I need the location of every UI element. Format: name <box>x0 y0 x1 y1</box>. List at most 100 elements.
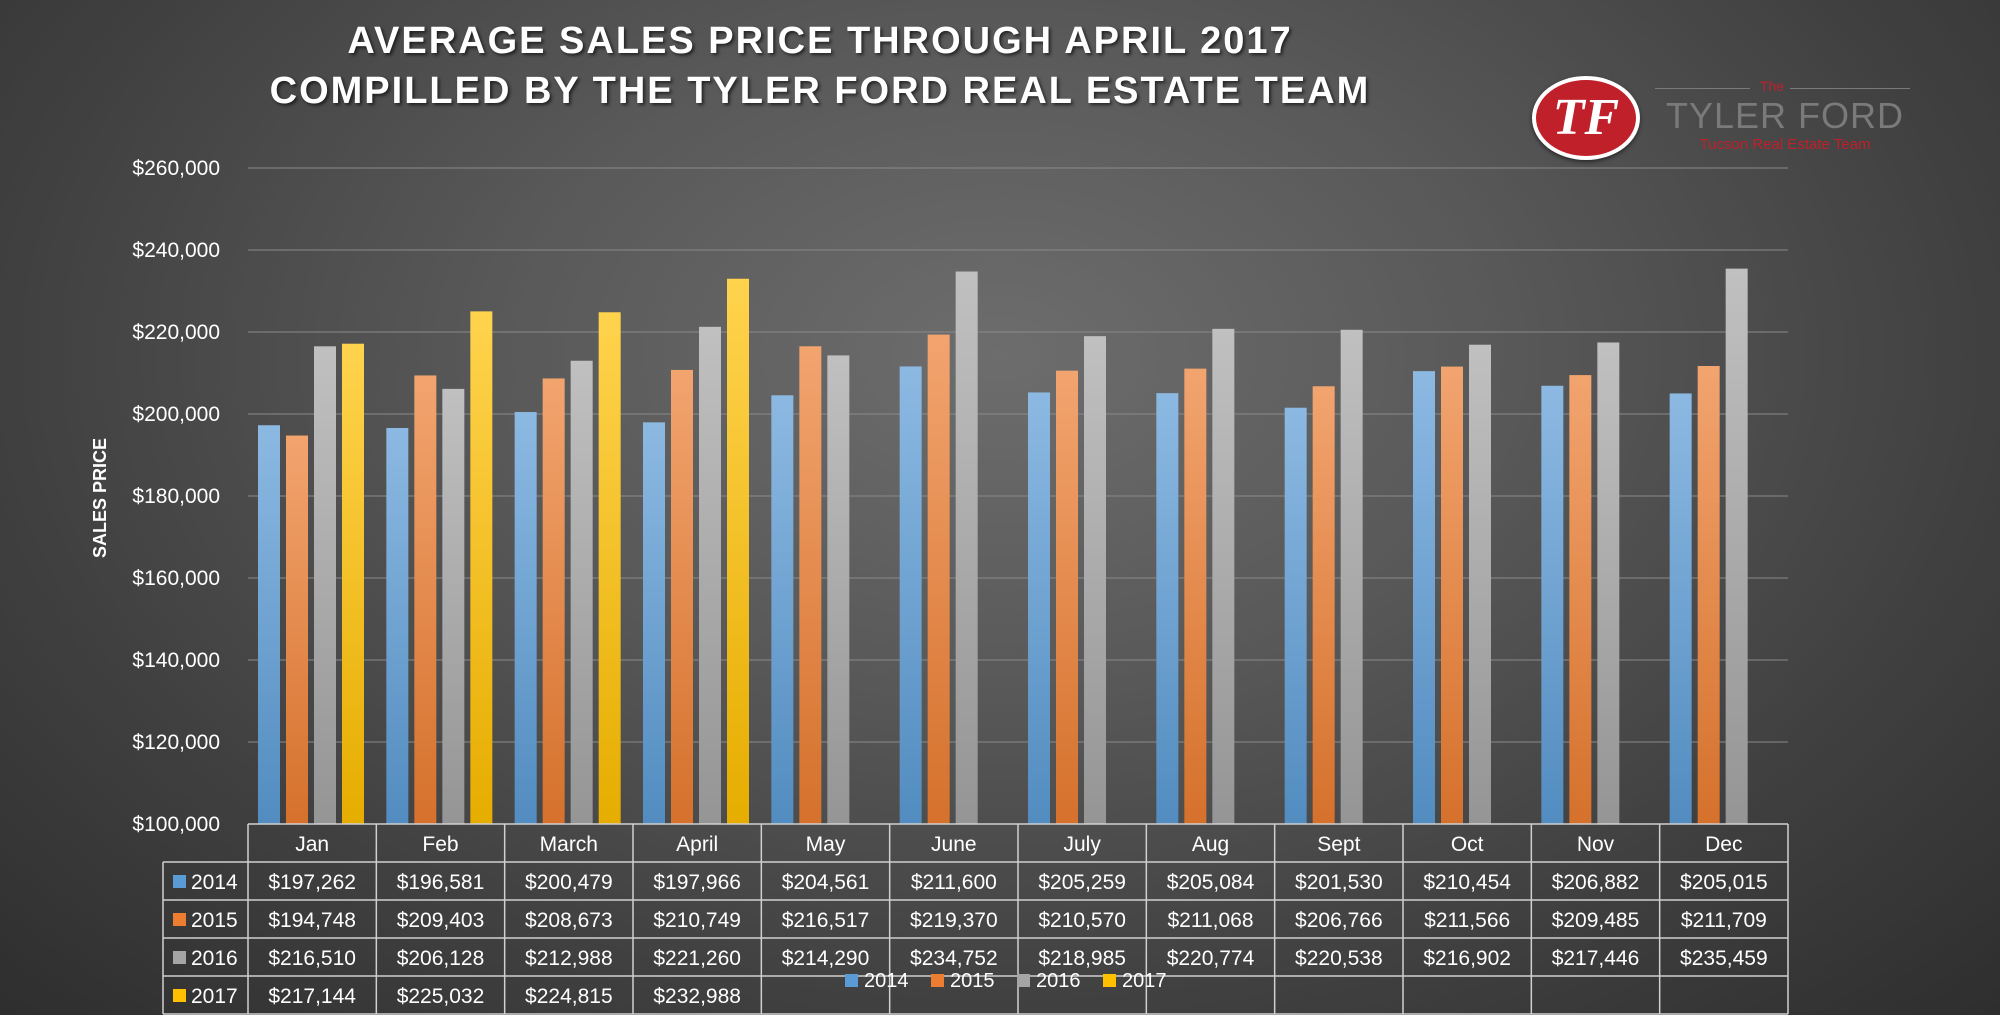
x-tick-label: Oct <box>1451 833 1484 856</box>
x-tick-label: Dec <box>1705 833 1742 856</box>
logo-mark: TF <box>1532 76 1640 160</box>
bar-2014 <box>1284 407 1307 824</box>
legend-label: 2014 <box>864 970 909 992</box>
table-cell-value: $206,128 <box>397 947 485 970</box>
bar-2014 <box>771 395 794 824</box>
bar-2017 <box>470 311 493 825</box>
table-legend-key <box>173 951 186 964</box>
bar-2014 <box>1413 371 1435 824</box>
x-tick-label: April <box>676 833 718 856</box>
y-tick-label: $220,000 <box>132 321 220 344</box>
bar-2016 <box>1212 328 1235 824</box>
bar-2016 <box>570 360 593 824</box>
bar-2015 <box>1441 366 1463 824</box>
table-legend-key <box>173 989 186 1002</box>
table-cell-value: $196,581 <box>397 871 485 894</box>
logo-rule-right <box>1790 88 1910 89</box>
table-cell-value: $197,262 <box>268 871 356 894</box>
table-legend-key <box>173 875 186 888</box>
bar-2016 <box>442 388 465 824</box>
table-cell-value: $212,988 <box>525 947 613 970</box>
table-cell-value: $205,084 <box>1167 871 1255 894</box>
y-tick-label: $100,000 <box>132 813 220 836</box>
table-cell-value: $225,032 <box>397 985 485 1008</box>
legend-key-2014 <box>845 974 858 987</box>
bar-2014 <box>258 425 280 824</box>
bar-2015 <box>414 375 437 824</box>
bar-2016 <box>1597 342 1620 824</box>
table-cell-value: $216,510 <box>268 947 356 970</box>
bar-2015 <box>542 378 565 824</box>
table-cell-value: $211,566 <box>1424 909 1510 932</box>
legend-label: 2015 <box>950 970 995 992</box>
table-cell-value: $194,748 <box>268 909 356 932</box>
bar-2016 <box>314 346 336 824</box>
bar-2016 <box>955 271 978 824</box>
logo-subtitle: Tucson Real Estate Team <box>1699 136 1871 153</box>
x-tick-label: Feb <box>422 833 458 856</box>
legend-key-2015 <box>931 974 944 987</box>
table-cell-value: $217,144 <box>268 985 356 1008</box>
logo-name: TYLER FORD <box>1665 95 1905 136</box>
y-tick-label: $260,000 <box>132 157 220 180</box>
table-cell-value: $206,882 <box>1552 871 1640 894</box>
bar-2016 <box>1340 329 1363 824</box>
table-cell-value: $211,709 <box>1681 909 1767 932</box>
x-tick-label: March <box>540 833 598 856</box>
bar-2015 <box>1697 365 1720 824</box>
bar-2014 <box>1541 385 1564 824</box>
bar-2014 <box>1156 393 1179 824</box>
table-cell-value: $232,988 <box>653 985 741 1008</box>
bar-2017 <box>342 343 364 824</box>
table-legend-key <box>173 913 186 926</box>
bar-2017 <box>598 312 621 824</box>
table-cell-value: $220,538 <box>1295 947 1383 970</box>
table-cell-value: $220,774 <box>1167 947 1255 970</box>
chart-title-line-1: AVERAGE SALES PRICE THROUGH APRIL 2017 <box>347 20 1293 62</box>
table-cell-value: $216,517 <box>782 909 870 932</box>
bar-2015 <box>286 435 308 824</box>
table-series-name: 2017 <box>191 985 238 1008</box>
logo-small-text: The <box>1760 78 1785 94</box>
bar-2016 <box>1084 336 1106 824</box>
y-tick-label: $240,000 <box>132 239 220 262</box>
x-tick-label: July <box>1063 833 1101 856</box>
table-series-name: 2016 <box>191 947 238 970</box>
legend-key-2016 <box>1017 974 1030 987</box>
bar-2014 <box>899 366 922 824</box>
chart-title-line-2: COMPILLED BY THE TYLER FORD REAL ESTATE … <box>269 70 1371 112</box>
x-tick-label: Aug <box>1192 833 1229 856</box>
table-cell-value: $216,902 <box>1423 947 1511 970</box>
legend-label: 2016 <box>1036 970 1081 992</box>
bar-2015 <box>1056 370 1078 824</box>
x-tick-label: June <box>931 833 977 856</box>
table-cell-value: $219,370 <box>910 909 998 932</box>
legend-key-2017 <box>1103 974 1116 987</box>
bar-2015 <box>1312 386 1335 824</box>
x-tick-label: Jan <box>295 833 329 856</box>
x-tick-label: Nov <box>1577 833 1615 856</box>
y-tick-label: $140,000 <box>132 649 220 672</box>
table-cell-value: $210,570 <box>1038 909 1126 932</box>
x-tick-label: May <box>806 833 846 856</box>
table-cell-value: $217,446 <box>1552 947 1640 970</box>
logo-rule-left <box>1655 88 1750 89</box>
table-cell-value: $235,459 <box>1680 947 1768 970</box>
y-tick-label: $120,000 <box>132 731 220 754</box>
bar-2015 <box>927 334 950 824</box>
table-cell-value: $205,015 <box>1680 871 1768 894</box>
table-cell-value: $197,966 <box>653 871 741 894</box>
y-tick-label: $160,000 <box>132 567 220 590</box>
bar-2015 <box>1184 368 1207 824</box>
y-tick-label: $200,000 <box>132 403 220 426</box>
table-cell-value: $209,403 <box>397 909 485 932</box>
bar-2014 <box>514 412 537 824</box>
table-cell-value: $211,600 <box>911 871 997 894</box>
table-cell-value: $204,561 <box>782 871 870 894</box>
table-cell-value: $221,260 <box>653 947 741 970</box>
table-cell-value: $205,259 <box>1038 871 1126 894</box>
bar-2017 <box>727 278 749 824</box>
table-cell-value: $210,454 <box>1423 871 1511 894</box>
bar-2015 <box>799 346 822 824</box>
table-cell-value: $214,290 <box>782 947 870 970</box>
